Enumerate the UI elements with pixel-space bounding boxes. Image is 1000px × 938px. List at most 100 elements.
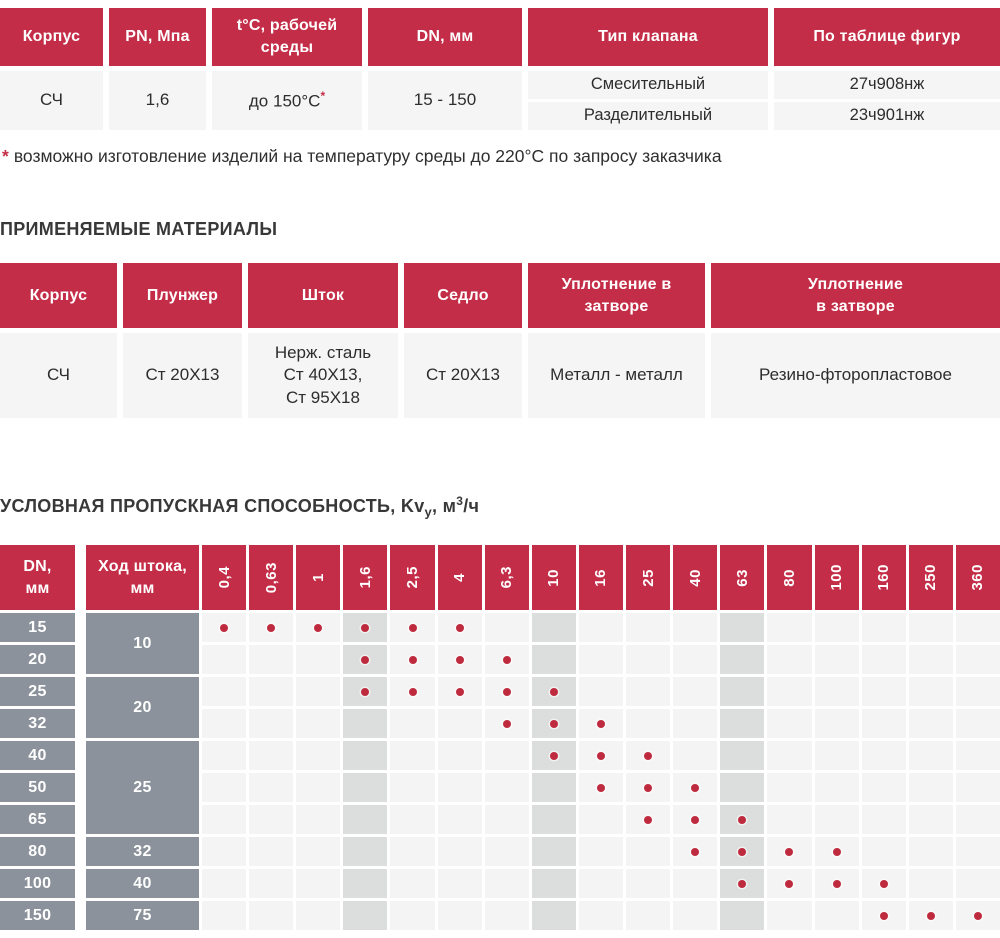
value-line: Ст 20Х13	[426, 365, 500, 385]
kv-cell	[202, 709, 247, 738]
header-line: Корпус	[22, 28, 81, 46]
value-line: Резино-фторопластовое	[759, 365, 952, 385]
kv-cell	[814, 645, 859, 674]
header-line: PN, Мпа	[125, 28, 190, 46]
kv-column-header: 0,4	[202, 545, 247, 610]
kv-cell	[626, 645, 671, 674]
header-line: мм	[130, 579, 155, 597]
materials-column: Уплотнение в затворе Металл - металл	[528, 263, 705, 418]
kv-cell	[767, 773, 812, 802]
kv-dot	[408, 655, 417, 664]
kv-cell	[437, 805, 482, 834]
materials-header-cell: Уплотнение в затворе	[528, 263, 705, 328]
kv-cell	[484, 869, 529, 898]
kv-cell	[908, 613, 953, 642]
kv-cell	[720, 645, 765, 674]
kv-cell	[296, 869, 341, 898]
materials-column: Уплотнение в затворе Резино-фторопластовое	[711, 263, 1000, 418]
kv-dot	[596, 783, 605, 792]
header-line: Корпус	[29, 286, 88, 304]
kv-cell	[343, 901, 388, 930]
kv-cell	[437, 869, 482, 898]
kv-dot	[691, 815, 700, 824]
kv-cell	[437, 677, 482, 706]
footnote-marker: *	[320, 88, 326, 103]
kv-cell	[720, 709, 765, 738]
kv-cell	[296, 901, 341, 930]
header-line: затворе	[584, 297, 649, 315]
kv-column-label: 4	[451, 573, 469, 582]
stroke-cell: 25	[86, 741, 199, 834]
materials-section-title: ПРИМЕНЯЕМЫЕ МАТЕРИАЛЫ	[0, 219, 278, 239]
materials-value-cell: Ст 20Х13	[123, 333, 242, 418]
specs-value-cell: Разделительный	[528, 102, 768, 130]
value-line: Ст 40Х13,	[283, 365, 363, 385]
kv-dot	[832, 847, 841, 856]
kv-cell	[673, 901, 718, 930]
kv-dot	[220, 623, 229, 632]
kv-stroke-header: Ход штока, мм	[86, 545, 199, 610]
kv-cell	[578, 613, 624, 642]
kv-cell	[202, 677, 247, 706]
materials-value-cell: Резино-фторопластовое	[711, 333, 1000, 418]
kv-column-header: 63	[720, 545, 765, 610]
kv-cell	[343, 709, 388, 738]
kv-cell	[343, 837, 388, 866]
kv-cell	[531, 741, 576, 770]
dn-cell: 80	[0, 837, 75, 866]
kv-cell	[908, 773, 953, 802]
materials-value-cell: СЧ	[0, 333, 117, 418]
kv-cell	[437, 837, 482, 866]
kv-cell	[578, 741, 624, 770]
kv-cell	[484, 741, 529, 770]
kv-column-label: 6,3	[498, 566, 516, 589]
materials-value-cell: Ст 20Х13	[404, 333, 522, 418]
kv-cell	[296, 613, 341, 642]
kv-cell	[249, 773, 294, 802]
kv-cell	[955, 741, 1000, 770]
kv-cell	[908, 869, 953, 898]
kv-column-header: 2,5	[390, 545, 435, 610]
kv-cell	[955, 869, 1000, 898]
kv-column-label: 0,63	[262, 561, 280, 594]
kv-cell	[955, 805, 1000, 834]
kv-cell	[578, 645, 624, 674]
kv-column-label: 16	[592, 568, 610, 587]
kv-column-label: 100	[828, 564, 846, 591]
specs-column: По таблице фигур 27ч908нж 23ч901нж	[774, 8, 1000, 130]
kv-cell	[861, 677, 906, 706]
kv-dn-header: DN, мм	[0, 545, 75, 610]
kv-cell	[437, 709, 482, 738]
kv-cell	[531, 709, 576, 738]
kv-cell	[767, 805, 812, 834]
kv-cell	[531, 837, 576, 866]
kv-title-suffix: /ч	[463, 496, 480, 516]
value-line: Ст 95Х18	[286, 387, 360, 407]
kv-column-label: 160	[875, 564, 893, 591]
kv-dot	[502, 655, 511, 664]
kv-dot	[455, 623, 464, 632]
specs-value-cell: 1,6	[109, 71, 206, 130]
kv-cell	[626, 805, 671, 834]
kv-dot	[785, 879, 794, 888]
header-line: Уплотнение	[807, 275, 904, 293]
kv-cell	[202, 613, 247, 642]
materials-header-cell: Шток	[248, 263, 398, 328]
kv-column-label: 10	[545, 568, 563, 587]
kv-cell	[296, 709, 341, 738]
kv-cell	[296, 677, 341, 706]
specs-value-cell: 23ч901нж	[774, 102, 1000, 130]
specs-column: DN, мм 15 - 150	[368, 8, 522, 130]
header-line: Уплотнение в	[561, 275, 672, 293]
kv-title-mid: , м	[432, 496, 457, 516]
kv-dot	[691, 783, 700, 792]
kv-cell	[484, 677, 529, 706]
kv-dot	[596, 751, 605, 760]
materials-header-cell: Плунжер	[123, 263, 242, 328]
value-text: СЧ	[39, 90, 64, 110]
stroke-cell: 10	[86, 613, 199, 674]
header-line: среды	[260, 39, 314, 56]
kv-cell	[955, 677, 1000, 706]
kv-cell	[626, 869, 671, 898]
kv-cell	[955, 613, 1000, 642]
